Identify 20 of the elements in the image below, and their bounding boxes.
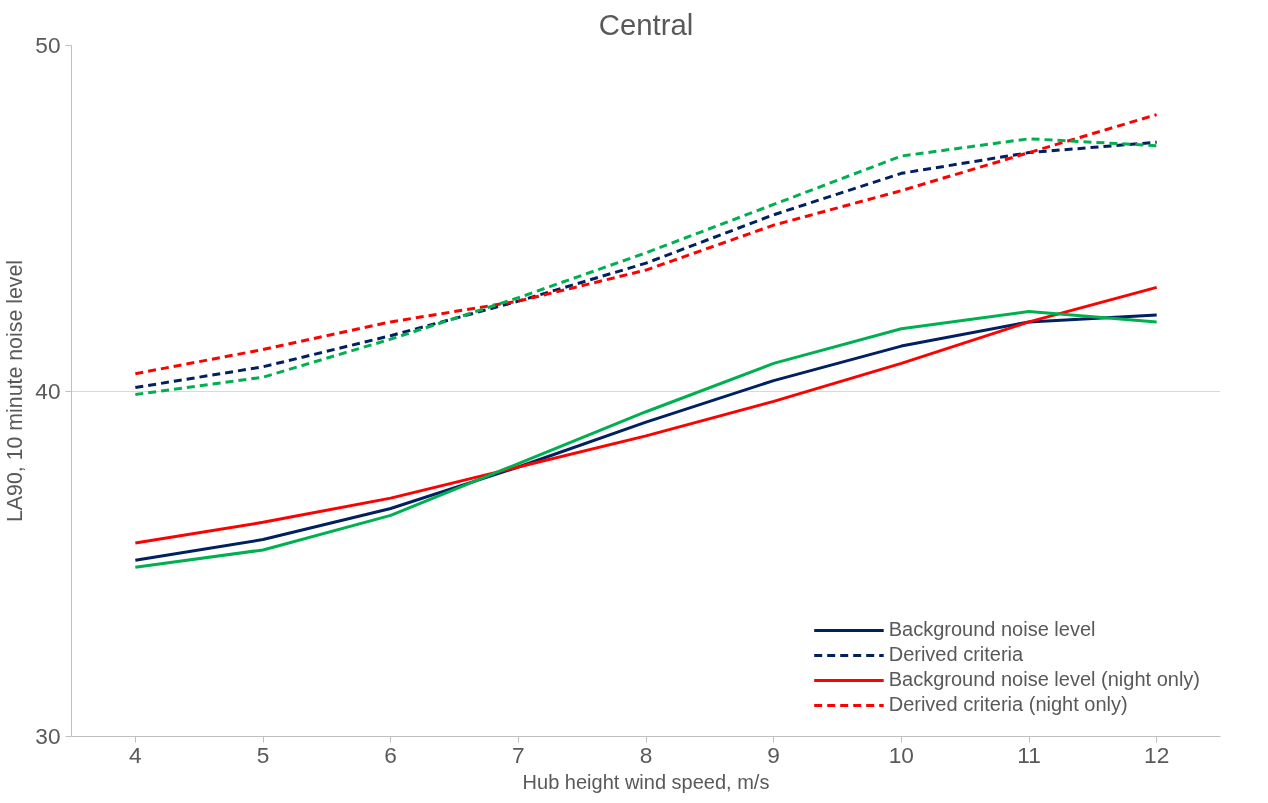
y-tick-label: 30: [35, 723, 61, 749]
x-tick-label: 6: [384, 741, 397, 768]
x-tick-label: 10: [888, 741, 914, 768]
x-tick-label: 9: [767, 741, 780, 768]
legend-label: Background noise level (night only): [888, 668, 1200, 691]
line-series: [133, 285, 1159, 545]
y-tick-label: 50: [35, 32, 61, 58]
x-axis-title: Hub height wind speed, m/s: [522, 770, 770, 793]
x-tick-label: 12: [1144, 741, 1170, 768]
x-tick-label: 8: [639, 741, 653, 768]
legend-label: Derived criteria: [888, 643, 1024, 666]
chart-title: Central: [598, 7, 694, 41]
y-tick-label: 40: [35, 377, 61, 404]
legend-label: Background noise level: [888, 618, 1096, 641]
y-axis-title: LA90, 10 minute noise level: [3, 259, 28, 523]
x-tick-label: 7: [512, 741, 525, 768]
legend-label: Derived criteria (night only): [888, 693, 1128, 716]
x-tick-label: 4: [129, 741, 142, 768]
x-tick-label: 11: [1017, 741, 1041, 768]
x-tick-label: 5: [256, 741, 270, 768]
